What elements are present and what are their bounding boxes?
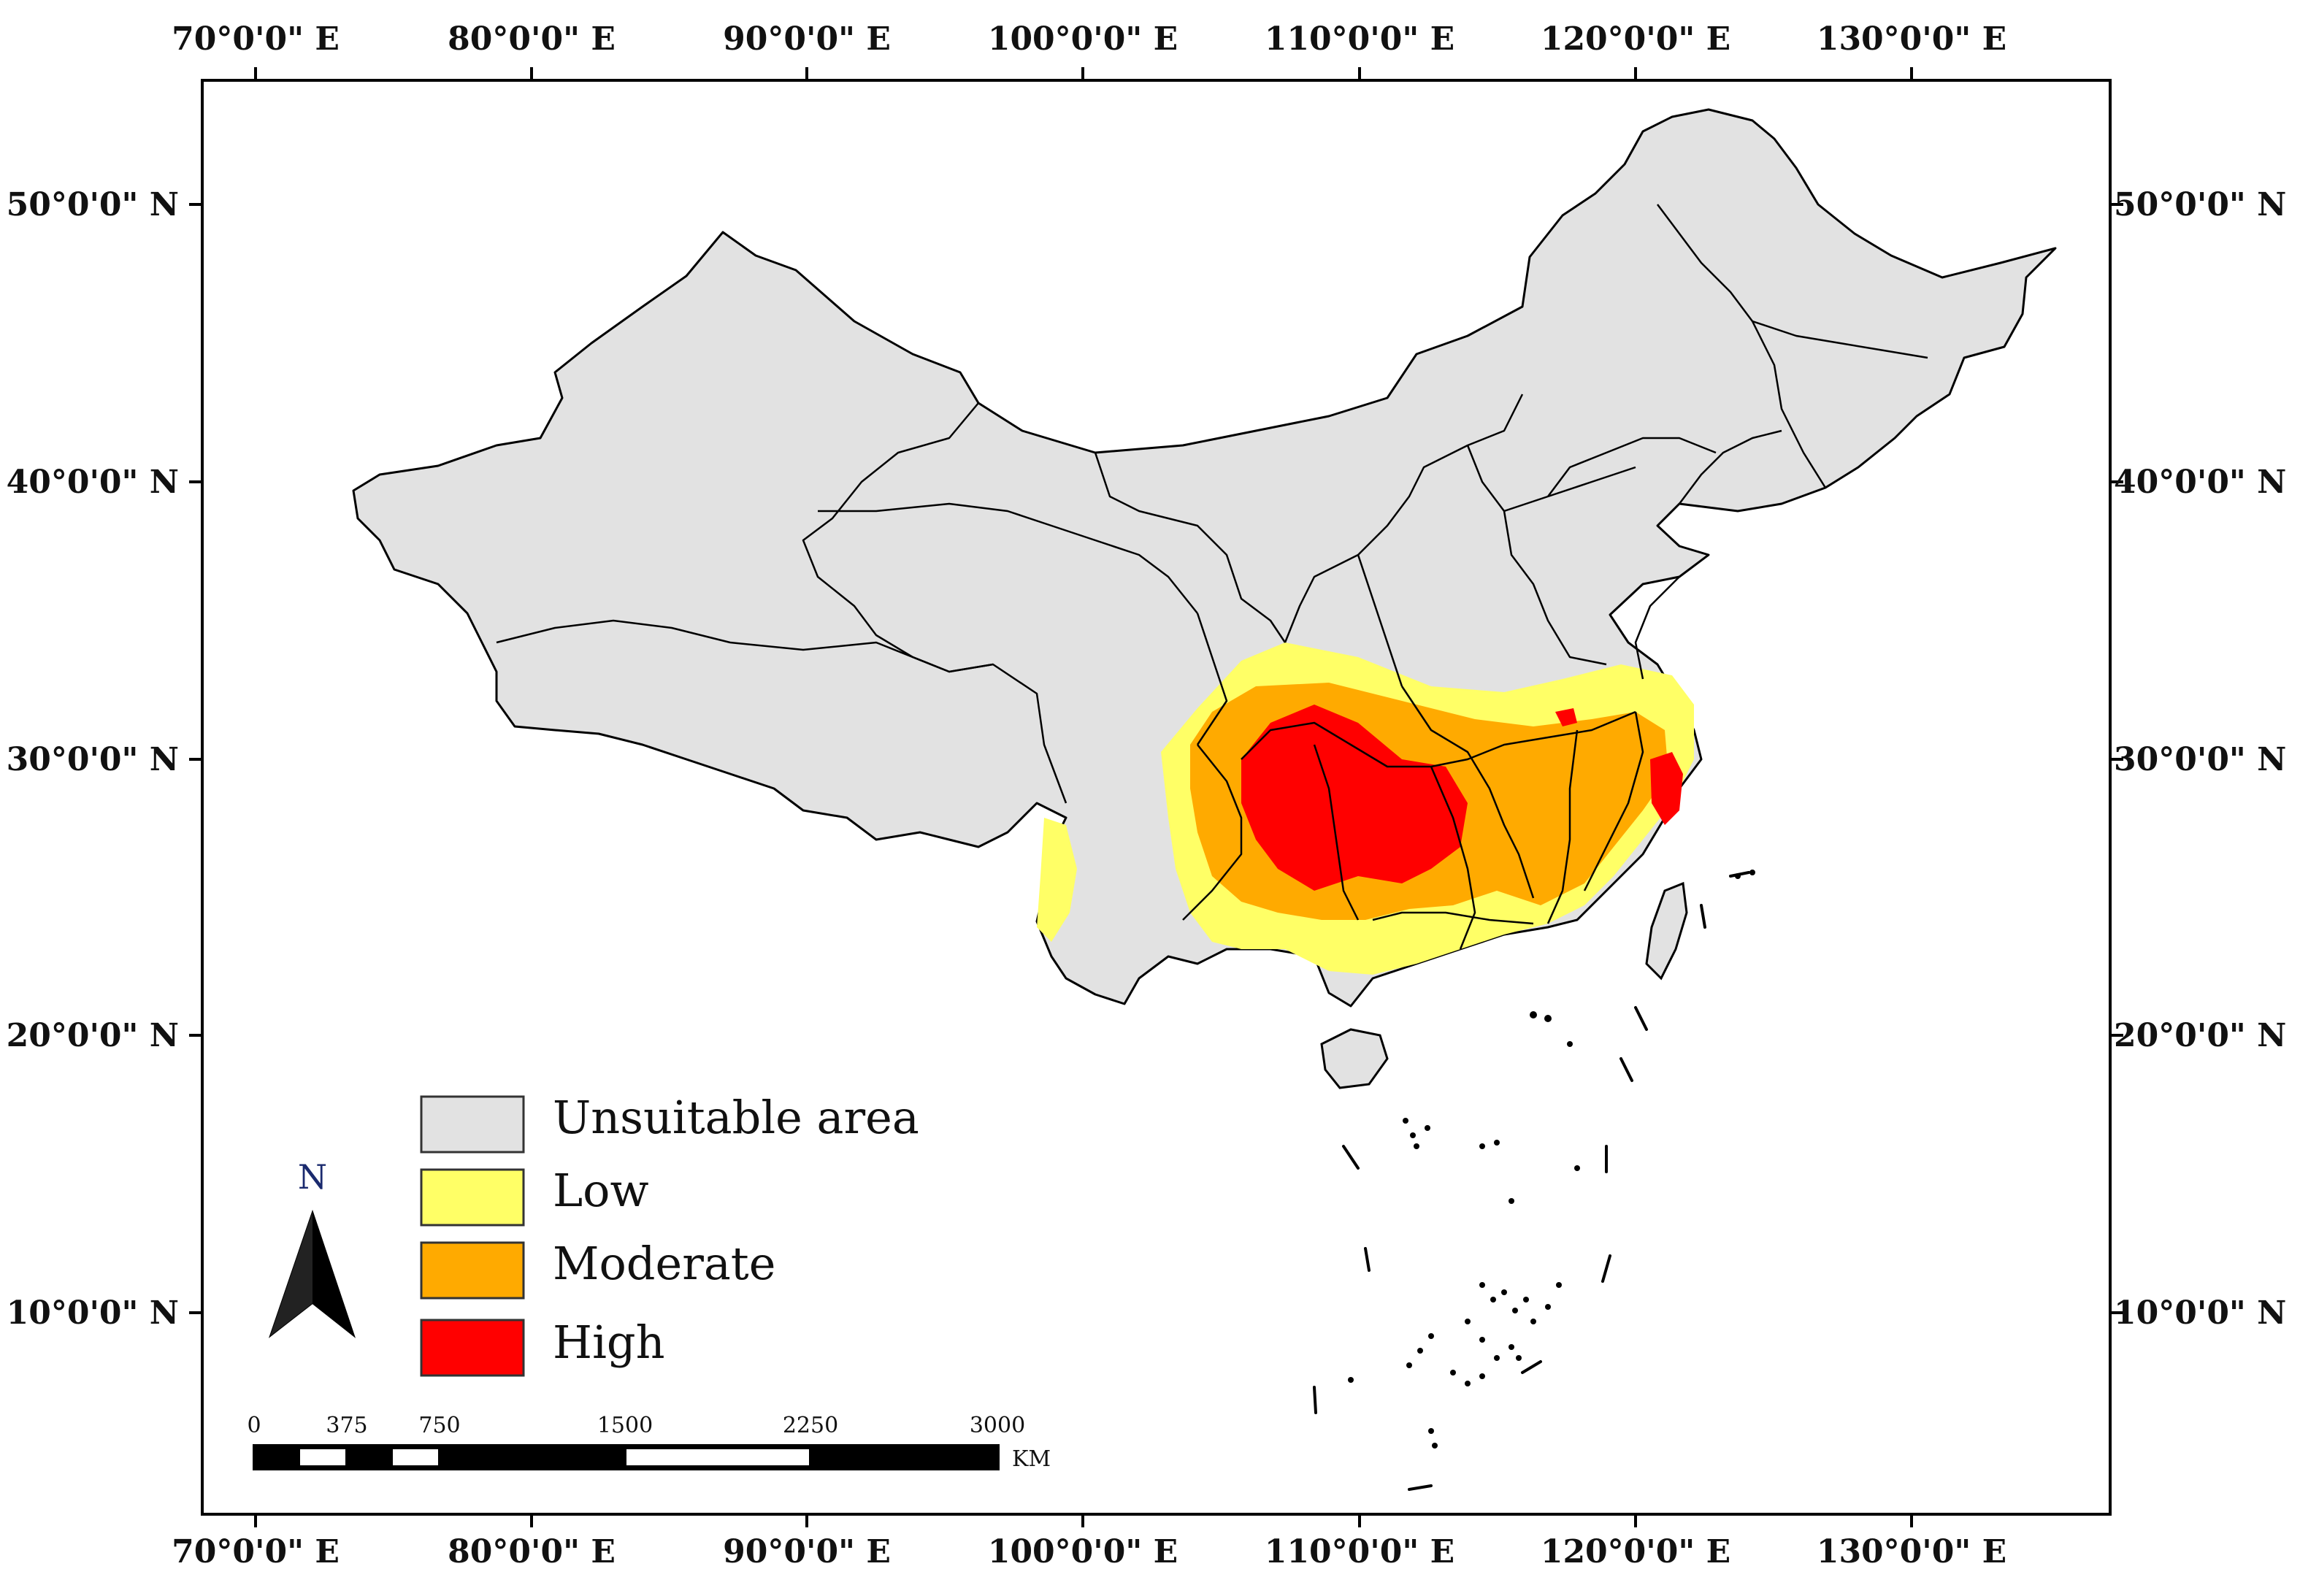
lon-label-bottom-110: 110°0'0" E bbox=[1265, 1533, 1454, 1570]
lat-label-left-30: 30°0'0" N bbox=[7, 741, 179, 778]
north-arrow-label: N bbox=[298, 1157, 327, 1197]
scale-tick-750: 750 bbox=[418, 1413, 460, 1438]
legend-label-low: Low bbox=[553, 1164, 649, 1217]
lat-label-right-50: 50°0'0" N bbox=[2114, 186, 2286, 223]
lat-label-left-40: 40°0'0" N bbox=[7, 464, 179, 501]
lon-label-bottom-100: 100°0'0" E bbox=[988, 1533, 1178, 1570]
high-suitability-patch-north bbox=[1555, 708, 1577, 726]
lon-label-top-100: 100°0'0" E bbox=[988, 20, 1178, 58]
legend-swatch-low bbox=[420, 1168, 525, 1227]
hainan-island bbox=[1320, 1028, 1389, 1089]
taiwan-island bbox=[1645, 881, 1688, 981]
scale-tick-3000: 3000 bbox=[970, 1413, 1025, 1438]
island-dots bbox=[1348, 870, 1755, 1449]
lat-label-left-10: 10°0'0" N bbox=[7, 1294, 179, 1332]
legend: Unsuitable area Low Moderate High bbox=[420, 1091, 919, 1377]
lon-label-top-130: 130°0'0" E bbox=[1817, 20, 2006, 58]
scale-bar-segment-white-2 bbox=[393, 1449, 438, 1465]
suitability-zones bbox=[1037, 642, 1694, 975]
lon-label-top-90: 90°0'0" E bbox=[723, 20, 891, 58]
north-arrow: N bbox=[268, 1157, 356, 1338]
legend-swatch-high bbox=[420, 1319, 525, 1377]
low-suitability-patch-west bbox=[1037, 818, 1077, 942]
scale-bar-outline bbox=[253, 1444, 1000, 1470]
scale-bar-segment-white-1 bbox=[300, 1449, 345, 1465]
high-suitability-patch-east bbox=[1650, 752, 1683, 825]
lat-label-right-10: 10°0'0" N bbox=[2114, 1294, 2286, 1332]
province-boundaries bbox=[496, 204, 1928, 950]
lat-label-right-30: 30°0'0" N bbox=[2114, 741, 2286, 778]
lon-label-bottom-80: 80°0'0" E bbox=[448, 1533, 616, 1570]
lon-label-bottom-120: 120°0'0" E bbox=[1541, 1533, 1730, 1570]
high-suitability-zone bbox=[1241, 705, 1468, 891]
legend-swatch-unsuitable bbox=[420, 1095, 525, 1154]
scale-tick-0: 0 bbox=[247, 1413, 261, 1438]
lon-label-top-110: 110°0'0" E bbox=[1265, 20, 1454, 58]
scale-tick-1500: 1500 bbox=[597, 1413, 653, 1438]
scale-unit: KM bbox=[1012, 1446, 1051, 1472]
legend-label-unsuitable: Unsuitable area bbox=[553, 1091, 919, 1144]
scale-tick-2250: 2250 bbox=[783, 1413, 838, 1438]
scale-bar: 0 375 750 1500 2250 3000 KM bbox=[247, 1413, 1051, 1472]
legend-label-high: High bbox=[553, 1316, 665, 1369]
lat-label-right-20: 20°0'0" N bbox=[2114, 1017, 2286, 1054]
lon-label-top-80: 80°0'0" E bbox=[448, 20, 616, 58]
legend-swatch-moderate bbox=[420, 1241, 525, 1300]
lon-label-bottom-90: 90°0'0" E bbox=[723, 1533, 891, 1570]
scale-tick-375: 375 bbox=[326, 1413, 367, 1438]
lon-label-bottom-130: 130°0'0" E bbox=[1817, 1533, 2006, 1570]
lon-label-bottom-70: 70°0'0" E bbox=[172, 1533, 340, 1570]
lat-label-left-50: 50°0'0" N bbox=[7, 186, 179, 223]
legend-label-moderate: Moderate bbox=[553, 1237, 775, 1290]
lon-label-top-120: 120°0'0" E bbox=[1541, 20, 1730, 58]
scale-bar-segment-white-3 bbox=[626, 1449, 809, 1465]
frame-ticks bbox=[189, 67, 2123, 1527]
lat-label-left-20: 20°0'0" N bbox=[7, 1017, 179, 1054]
lon-label-top-70: 70°0'0" E bbox=[172, 20, 340, 58]
lat-label-right-40: 40°0'0" N bbox=[2114, 464, 2286, 501]
